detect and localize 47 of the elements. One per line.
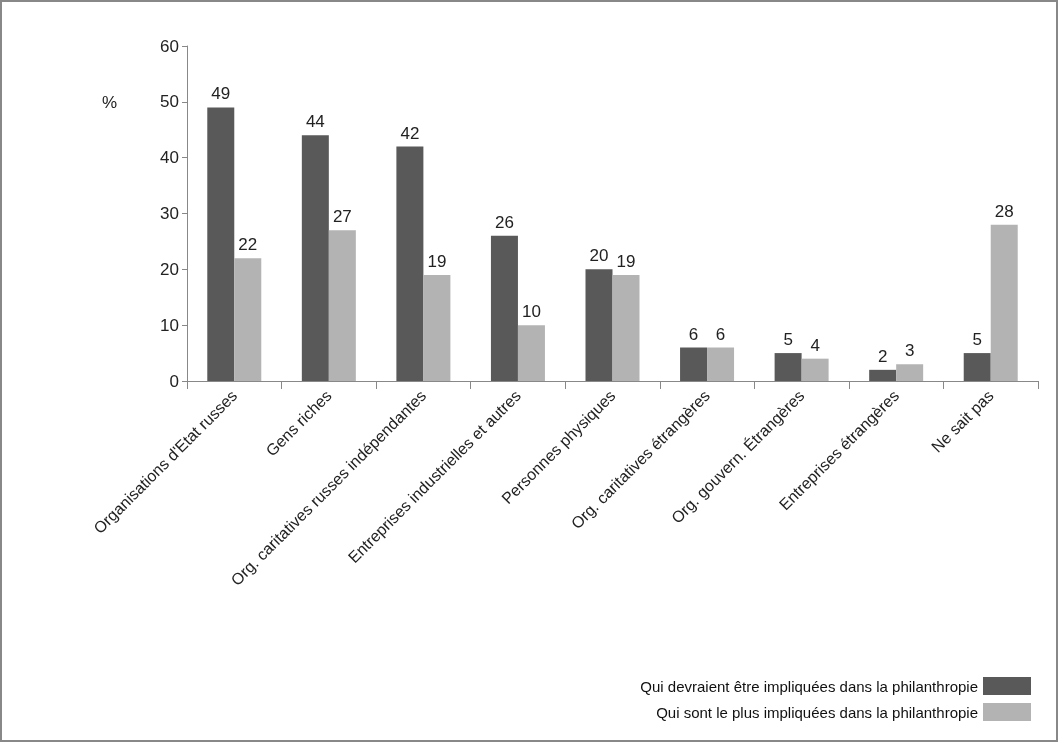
data-label: 10 <box>521 302 541 322</box>
y-tick-label: 0 <box>169 371 179 391</box>
data-label: 22 <box>238 235 258 255</box>
data-label: 3 <box>904 341 915 361</box>
y-tick-label: 40 <box>160 148 179 168</box>
bar <box>328 230 356 381</box>
data-label: 2 <box>877 346 888 366</box>
data-label: 5 <box>972 330 982 350</box>
data-label: 49 <box>211 84 231 104</box>
bar <box>869 369 897 381</box>
legend-label: Qui devraient être impliquées dans la philanthropie <box>640 677 978 695</box>
data-label: 4 <box>810 335 820 355</box>
data-label: 26 <box>494 212 514 232</box>
data-label: 27 <box>332 207 352 227</box>
bar <box>990 224 1018 381</box>
data-label: 19 <box>427 251 447 271</box>
bar <box>234 258 262 381</box>
bar <box>801 358 829 381</box>
legend-label: Qui sont le plus impliquées dans la philanthropie <box>656 703 978 721</box>
data-label: 20 <box>589 246 609 266</box>
y-tick-label: 50 <box>160 92 179 112</box>
bar <box>517 325 545 381</box>
data-label: 6 <box>688 324 699 344</box>
data-label: 19 <box>616 251 636 271</box>
y-axis-title: % <box>102 93 118 112</box>
bar <box>490 235 518 381</box>
y-tick-label: 10 <box>160 315 179 335</box>
bar <box>301 135 329 381</box>
bar <box>680 347 708 381</box>
bar <box>585 269 613 381</box>
x-tick-label: Ne sait pas <box>928 386 997 456</box>
data-label: 28 <box>994 201 1014 221</box>
data-label: 42 <box>400 123 420 143</box>
y-tick-label: 60 <box>160 36 179 56</box>
bar <box>207 107 235 381</box>
bar <box>707 347 735 381</box>
data-label: 44 <box>305 112 325 132</box>
bar <box>612 274 640 381</box>
data-label: 5 <box>783 330 793 350</box>
y-tick-label: 20 <box>160 259 179 279</box>
bar <box>423 274 451 381</box>
y-tick-label: 30 <box>160 204 179 223</box>
bar <box>774 353 802 381</box>
bar <box>896 364 924 381</box>
data-label: 6 <box>715 324 726 344</box>
bar <box>396 146 424 381</box>
bar <box>963 353 991 381</box>
